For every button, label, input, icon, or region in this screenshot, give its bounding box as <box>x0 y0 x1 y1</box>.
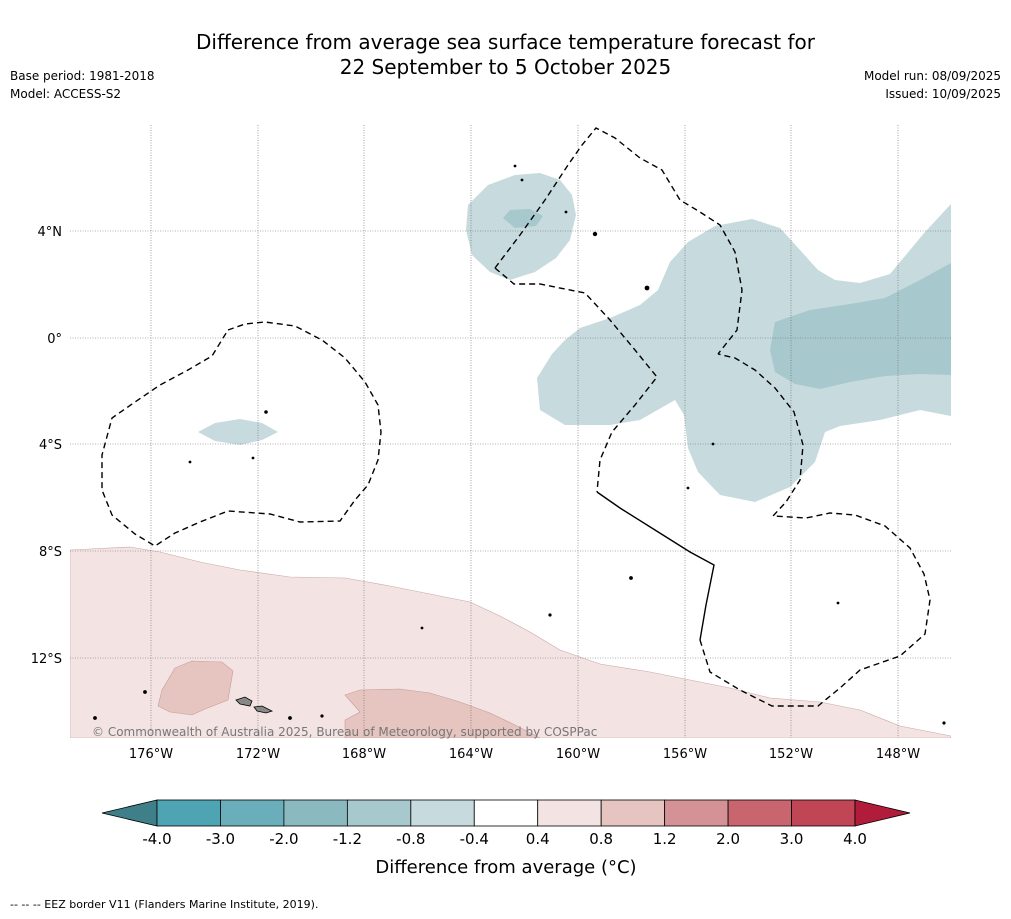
lat-label: 4°N <box>38 225 63 240</box>
meta-left: Base period: 1981-2018 Model: ACCESS-S2 <box>10 67 155 103</box>
lon-label: 148°W <box>876 747 920 760</box>
base-period: Base period: 1981-2018 <box>10 69 155 83</box>
model-name: Model: ACCESS-S2 <box>10 87 122 101</box>
colorbar-segment <box>220 799 285 827</box>
eez-border-central <box>494 267 658 493</box>
island-dot <box>644 285 650 291</box>
colorbar-segment <box>791 799 856 827</box>
colorbar-tick-label: 0.4 <box>526 830 550 848</box>
eez-border-north <box>494 127 743 355</box>
island-dot <box>548 613 552 617</box>
colorbar-tick-label: 0.8 <box>589 830 613 848</box>
lon-label: 172°W <box>236 747 280 760</box>
island-dot <box>592 231 598 237</box>
colorbar-segments <box>101 799 911 827</box>
colorbar-tick-label: 2.0 <box>716 830 740 848</box>
cool-anomaly-region-east <box>537 204 951 502</box>
lon-label: 168°W <box>342 747 386 760</box>
colorbar-extend-high <box>854 799 911 827</box>
meta-right: Model run: 08/09/2025 Issued: 10/09/2025 <box>864 67 1001 103</box>
island-samoa-2 <box>253 705 274 714</box>
colorbar-segment <box>283 799 348 827</box>
island-dot <box>188 460 192 464</box>
eez-border-west <box>101 321 382 547</box>
lon-label: 152°W <box>769 747 813 760</box>
island-dot <box>143 690 147 694</box>
lon-label: 160°W <box>556 747 600 760</box>
colorbar: -4.0 -3.0 -2.0 -1.2 -0.8 -0.4 0.4 0.8 1.2 2.0 3.0 4… <box>101 799 911 878</box>
title-line-1: Difference from average sea surface temp… <box>195 30 815 54</box>
colorbar-segment <box>473 799 539 827</box>
colorbar-segment <box>410 799 475 827</box>
island-dot <box>93 716 97 720</box>
island-dot <box>564 210 568 214</box>
colorbar-ticks: -4.0 -3.0 -2.0 -1.2 -0.8 -0.4 0.4 0.8 1.2 2.0 3.0 4… <box>142 830 867 848</box>
colorbar-tick-label: -0.8 <box>396 830 425 848</box>
eez-border-solid-segment <box>596 491 715 641</box>
colorbar-tick-label: -1.2 <box>333 830 362 848</box>
colorbar-tick-label: -3.0 <box>206 830 235 848</box>
copyright-notice: © Commonwealth of Australia 2025, Bureau… <box>92 725 597 739</box>
colorbar-extend-low <box>101 799 158 827</box>
eez-border-southwest <box>699 353 931 707</box>
colorbar-segment <box>727 799 792 827</box>
colorbar-tick-label: 1.2 <box>653 830 677 848</box>
warm-anomaly-region <box>70 546 951 738</box>
colorbar-tick-label: -2.0 <box>269 830 298 848</box>
island-dot <box>629 576 633 580</box>
eez-borders <box>101 127 931 707</box>
warm-anomaly-patch-west <box>157 660 234 716</box>
lat-label: 12°S <box>31 652 62 667</box>
eez-footnote: -- -- -- EEZ border V11 (Flanders Marine… <box>10 898 319 911</box>
island-dot <box>520 178 524 182</box>
graticule <box>70 125 951 738</box>
island-dot <box>836 601 840 605</box>
island-dot <box>320 714 324 718</box>
lat-label: 4°S <box>39 438 62 453</box>
island-dot <box>420 626 424 630</box>
island-dot <box>686 486 690 490</box>
island-dot <box>251 456 255 460</box>
colorbar-tick-label: 3.0 <box>780 830 804 848</box>
colorbar-tick-label: -0.4 <box>460 830 489 848</box>
island-dot <box>264 410 268 414</box>
island-dot <box>288 716 292 720</box>
islands <box>93 164 946 725</box>
colorbar-segment <box>156 799 221 827</box>
colorbar-segment <box>537 799 602 827</box>
lon-label: 176°W <box>129 747 173 760</box>
title-line-2: 22 September to 5 October 2025 <box>339 55 672 79</box>
lon-label: 164°W <box>449 747 493 760</box>
map-title: Difference from average sea surface temp… <box>0 30 1011 80</box>
island-samoa-1 <box>235 696 253 707</box>
longitude-labels: 176°W 172°W 168°W 164°W 160°W 156°W 152°… <box>129 747 920 760</box>
colorbar-segment <box>600 799 666 827</box>
warm-anomaly-patch-central <box>344 688 541 738</box>
lat-label: 0° <box>47 332 62 347</box>
colorbar-segment <box>664 799 729 827</box>
island-dot <box>942 721 946 725</box>
colorbar-label: Difference from average (°C) <box>375 857 636 878</box>
colorbar-tick-label: 4.0 <box>843 830 867 848</box>
island-dot <box>513 164 517 168</box>
lon-label: 156°W <box>663 747 707 760</box>
sst-anomaly-map: 176°W 172°W 168°W 164°W 160°W 156°W 152°… <box>31 125 951 760</box>
issued-date: Issued: 10/09/2025 <box>885 87 1001 101</box>
island-dot <box>711 442 715 446</box>
latitude-labels: 4°N 0° 4°S 8°S 12°S <box>31 225 62 667</box>
colorbar-segment <box>346 799 412 827</box>
colorbar-tick-label: -4.0 <box>142 830 171 848</box>
lat-label: 8°S <box>39 545 62 560</box>
model-run: Model run: 08/09/2025 <box>863 69 1001 83</box>
cool-anomaly-core-east <box>770 263 951 389</box>
cool-anomaly-core-north <box>503 209 543 228</box>
